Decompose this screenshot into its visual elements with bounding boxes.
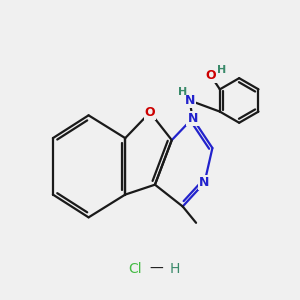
Text: N: N bbox=[184, 94, 195, 107]
Text: O: O bbox=[145, 106, 155, 119]
Text: N: N bbox=[188, 112, 198, 125]
Text: H: H bbox=[217, 65, 226, 75]
Text: —: — bbox=[149, 262, 163, 276]
Text: H: H bbox=[178, 87, 188, 97]
Text: H: H bbox=[170, 262, 181, 276]
Text: Cl: Cl bbox=[128, 262, 142, 276]
Text: N: N bbox=[199, 176, 210, 189]
Text: O: O bbox=[206, 69, 216, 82]
